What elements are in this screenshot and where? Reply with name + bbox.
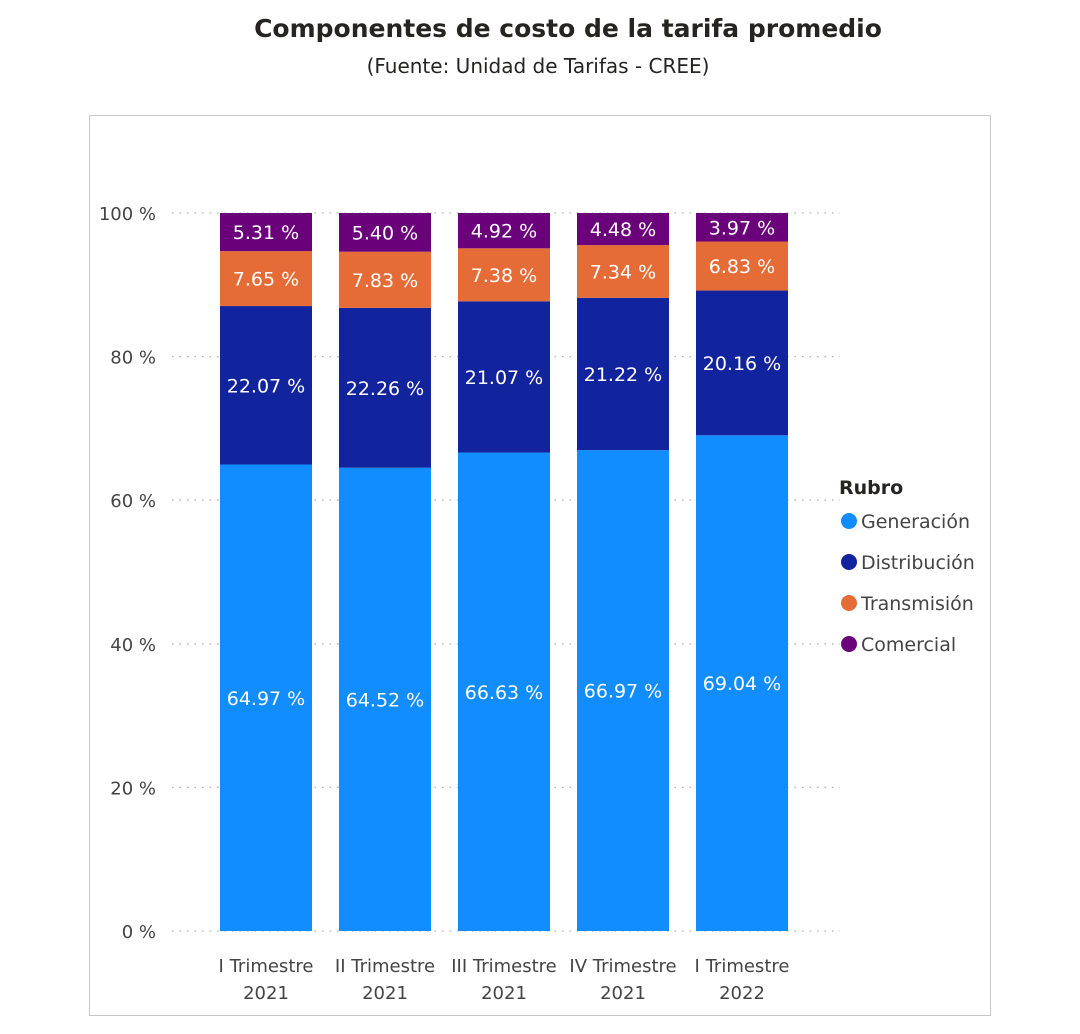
data-label: 66.63 %: [465, 682, 544, 704]
bar-segment-distribución: [696, 290, 788, 436]
bar-segment-comercial: [220, 213, 312, 252]
legend-marker: [841, 554, 857, 570]
bar-segment-generación: [458, 452, 550, 931]
data-label: 22.26 %: [346, 378, 425, 400]
data-label: 20.16 %: [703, 353, 782, 375]
bar-segment-comercial: [696, 213, 788, 242]
bar-segment-transmisión: [220, 251, 312, 307]
data-label: 7.34 %: [590, 261, 656, 283]
legend-marker: [841, 513, 857, 529]
bar-segment-transmisión: [339, 251, 431, 308]
bar-segment-generación: [577, 450, 669, 931]
chart-title: Componentes de costo de la tarifa promed…: [254, 14, 882, 43]
data-label: 7.38 %: [471, 265, 537, 287]
y-tick-label: 60 %: [110, 491, 156, 512]
data-label: 21.22 %: [584, 364, 663, 386]
x-tick-label: I Trimestre 2021: [219, 956, 314, 1004]
bar-segment-comercial: [458, 213, 550, 249]
bar-segment-distribución: [339, 307, 431, 468]
data-label: 69.04 %: [703, 673, 782, 695]
data-label: 64.52 %: [346, 689, 425, 711]
legend-marker: [841, 636, 857, 652]
data-label: 6.83 %: [709, 256, 775, 278]
bar-segment-distribución: [220, 306, 312, 465]
data-label: 5.31 %: [233, 222, 299, 244]
y-tick-label: 0 %: [122, 922, 156, 943]
bar-segment-transmisión: [696, 241, 788, 291]
legend-item-comercial: Comercial: [861, 634, 956, 656]
bar-segment-generación: [220, 464, 312, 931]
data-label: 22.07 %: [227, 375, 306, 397]
data-label: 7.83 %: [352, 270, 418, 292]
x-tick-label: I Trimestre 2022: [695, 956, 790, 1004]
legend-title: Rubro: [839, 477, 903, 499]
data-label: 3.97 %: [709, 217, 775, 239]
bar-segment-transmisión: [458, 248, 550, 302]
y-tick-label: 80 %: [110, 348, 156, 369]
chart-subtitle: (Fuente: Unidad de Tarifas - CREE): [366, 54, 710, 78]
y-tick-label: 40 %: [110, 635, 156, 656]
bar-segment-comercial: [339, 213, 431, 252]
data-label: 4.92 %: [471, 221, 537, 243]
x-tick-label: IV Trimestre 2021: [569, 956, 676, 1004]
legend-marker: [841, 595, 857, 611]
y-tick-label: 100 %: [99, 204, 156, 225]
x-tick-label: II Trimestre 2021: [335, 956, 435, 1004]
legend-item-generación: Generación: [861, 511, 970, 533]
data-label: 5.40 %: [352, 222, 418, 244]
chart-frame: [89, 115, 991, 1016]
data-label: 64.97 %: [227, 688, 306, 710]
bar-segment-generación: [696, 435, 788, 931]
data-label: 21.07 %: [465, 367, 544, 389]
legend-item-transmisión: Transmisión: [860, 593, 974, 615]
y-tick-label: 20 %: [110, 778, 156, 799]
data-label: 7.65 %: [233, 269, 299, 291]
bar-segment-transmisión: [577, 245, 669, 298]
bar-segment-generación: [339, 467, 431, 931]
data-label: 66.97 %: [584, 681, 663, 703]
bar-segment-distribución: [458, 301, 550, 453]
bar-segment-comercial: [577, 213, 669, 246]
x-tick-label: III Trimestre 2021: [451, 956, 557, 1004]
data-label: 4.48 %: [590, 219, 656, 241]
bar-segment-distribución: [577, 297, 669, 451]
legend-item-distribución: Distribución: [861, 552, 975, 574]
